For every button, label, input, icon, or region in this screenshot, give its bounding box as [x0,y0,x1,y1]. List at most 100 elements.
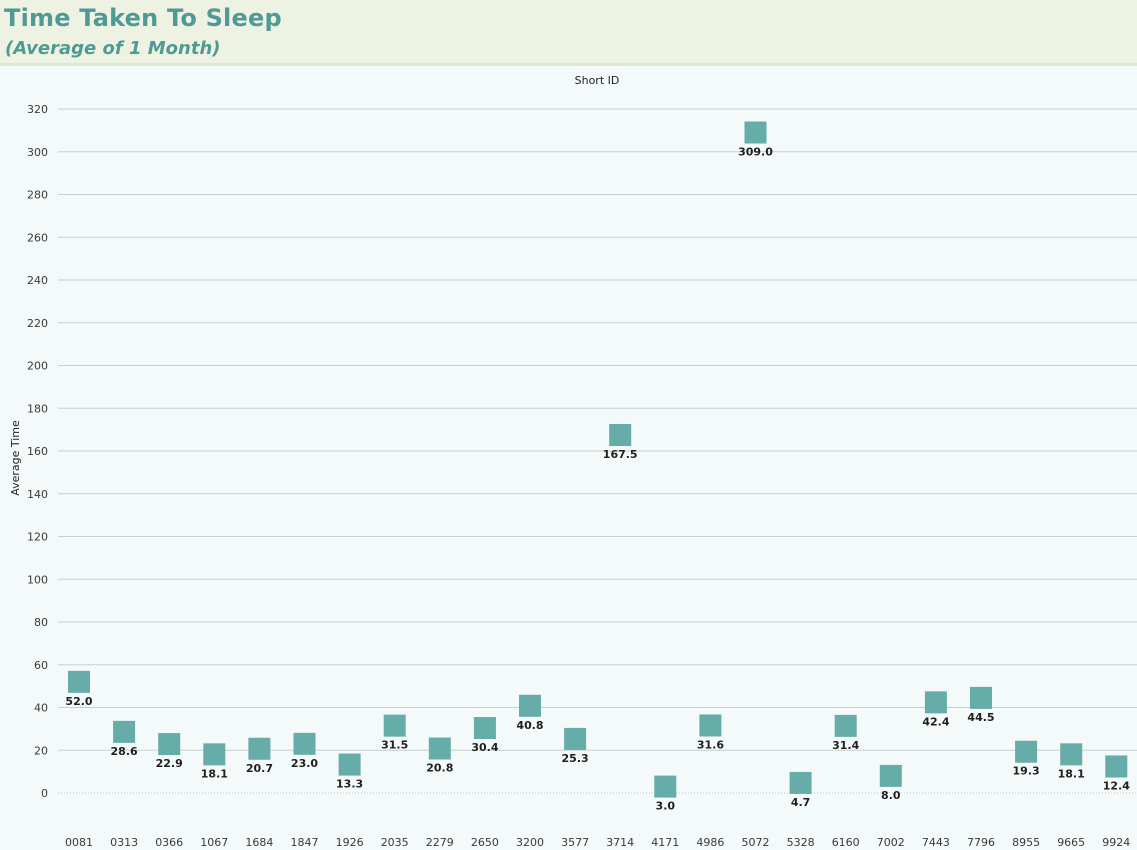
y-tick-label: 220 [27,317,48,330]
data-value-label: 31.4 [832,739,859,752]
data-point-marker[interactable] [248,737,271,760]
x-tick-label: 1847 [291,836,319,849]
data-value-label: 8.0 [881,789,901,802]
y-tick-label: 40 [34,702,48,715]
data-value-label: 52.0 [65,695,92,708]
chart-header: Time Taken To Sleep (Average of 1 Month) [0,0,1137,66]
data-value-label: 22.9 [156,757,183,770]
x-tick-label: 0313 [110,836,138,849]
data-point-marker[interactable] [158,733,181,756]
x-axis-title: Short ID [575,74,620,87]
data-point-marker[interactable] [744,121,767,144]
data-value-label: 40.8 [516,719,543,732]
y-tick-label: 60 [34,659,48,672]
y-axis-title: Average Time [9,420,22,496]
data-value-label: 13.3 [336,778,363,791]
data-value-label: 18.1 [1058,767,1085,780]
data-value-label: 20.8 [426,762,453,775]
data-point-marker[interactable] [383,714,406,737]
data-value-label: 42.4 [922,715,949,728]
y-axis-ticks: 0 20 40 60 80 100 120 140 160 180 200 220 240 260 280 3… [27,103,48,800]
y-tick-label: 120 [27,531,48,544]
x-tick-label: 3200 [516,836,544,849]
x-tick-label: 1067 [200,836,228,849]
x-tick-label: 9665 [1057,836,1085,849]
x-tick-label: 5328 [787,836,815,849]
data-value-label: 31.6 [697,738,724,751]
x-tick-label: 1684 [245,836,273,849]
data-point-marker[interactable] [203,743,226,766]
y-tick-label: 200 [27,360,48,373]
data-value-label: 167.5 [603,448,638,461]
data-point-marker[interactable] [1015,740,1038,763]
data-point-marker[interactable] [564,727,587,750]
x-tick-label: 4171 [651,836,679,849]
x-tick-label: 6160 [832,836,860,849]
data-point-marker[interactable] [428,737,451,760]
data-value-label: 4.7 [791,796,811,809]
y-tick-label: 280 [27,189,48,202]
x-tick-label: 0081 [65,836,93,849]
x-tick-label: 7002 [877,836,905,849]
data-point-marker[interactable] [473,717,496,740]
data-value-label: 44.5 [967,711,994,724]
data-value-label: 28.6 [111,745,138,758]
data-point-marker[interactable] [1105,755,1128,778]
y-tick-label: 180 [27,402,48,415]
x-tick-label: 1926 [336,836,364,849]
data-labels: 52.0 28.6 22.9 18.1 20.7 23.0 13.3 31.5 20.8 30.4… [65,146,1130,813]
y-tick-label: 320 [27,103,48,116]
data-point-marker[interactable] [519,694,541,717]
y-tick-label: 160 [27,445,48,458]
data-point-marker[interactable] [879,764,902,787]
data-point-marker[interactable] [924,691,947,714]
y-tick-label: 0 [41,787,48,800]
x-tick-label: 2035 [381,836,409,849]
x-tick-label: 3714 [606,836,634,849]
data-point-marker[interactable] [834,714,857,737]
x-tick-label: 0366 [155,836,183,849]
x-tick-label: 3577 [561,836,589,849]
data-point-marker[interactable] [68,670,90,693]
x-tick-label: 7796 [967,836,995,849]
x-tick-label: 2650 [471,836,499,849]
x-tick-label: 2279 [426,836,454,849]
data-point-marker[interactable] [789,771,812,794]
data-point-marker[interactable] [338,753,361,776]
data-point-marker[interactable] [970,686,992,709]
y-tick-label: 300 [27,146,48,159]
data-point-marker[interactable] [1060,743,1083,766]
data-value-label: 25.3 [562,752,589,765]
y-tick-label: 140 [27,488,48,501]
chart-subtitle: (Average of 1 Month) [5,38,221,59]
y-tick-label: 260 [27,231,48,244]
y-tick-label: 100 [27,573,48,586]
data-point-marker[interactable] [293,732,316,755]
data-point-marker[interactable] [699,714,722,737]
data-point-marker[interactable] [113,720,136,743]
data-value-label: 19.3 [1013,765,1040,778]
data-points [68,121,1128,798]
data-value-label: 23.0 [291,757,318,770]
y-tick-label: 20 [34,744,48,757]
data-value-label: 309.0 [738,146,773,159]
x-tick-label: 8955 [1012,836,1040,849]
data-value-label: 30.4 [471,741,498,754]
x-tick-label: 4986 [696,836,724,849]
data-value-label: 12.4 [1103,779,1130,792]
data-value-label: 18.1 [201,767,228,780]
x-tick-label: 9924 [1102,836,1130,849]
data-value-label: 3.0 [656,800,676,813]
x-axis-ticks: 0081 0313 0366 1067 1684 1847 1926 2035 2279 2650… [65,836,1130,849]
data-point-marker[interactable] [654,775,677,798]
x-tick-label: 5072 [742,836,770,849]
x-tick-label: 7443 [922,836,950,849]
y-tick-label: 240 [27,274,48,287]
chart-title: Time Taken To Sleep [4,4,282,32]
y-tick-label: 80 [34,616,48,629]
grid-lines [58,108,1137,794]
data-point-marker[interactable] [609,423,632,446]
data-value-label: 31.5 [381,739,408,752]
data-value-label: 20.7 [246,762,273,775]
